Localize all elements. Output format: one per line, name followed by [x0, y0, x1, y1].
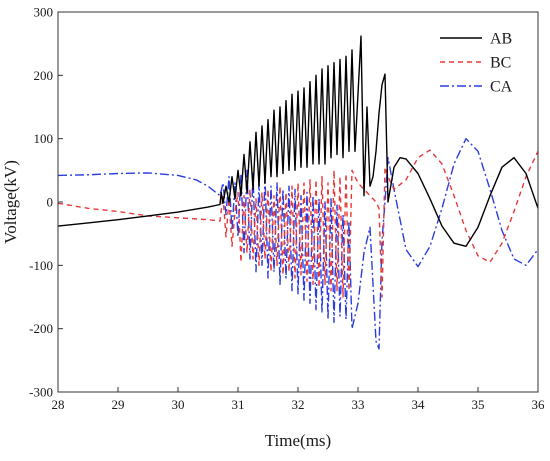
x-tick-label: 33 — [352, 397, 365, 412]
legend-label-bc: BC — [490, 55, 511, 72]
legend-label-ca: CA — [490, 79, 513, 96]
y-tick-label: 200 — [34, 68, 54, 83]
x-tick-label: 30 — [172, 397, 185, 412]
y-tick-label: -100 — [29, 258, 53, 273]
y-tick-label: 0 — [47, 195, 54, 210]
y-tick-label: -200 — [29, 321, 53, 336]
x-tick-label: 34 — [412, 397, 426, 412]
legend: AB BC CA — [440, 31, 513, 96]
x-tick-label: 29 — [112, 397, 125, 412]
x-tick-label: 35 — [472, 397, 485, 412]
y-tick-label: 300 — [34, 5, 54, 20]
x-tick-label: 28 — [52, 397, 65, 412]
series-line-ca — [58, 137, 538, 350]
ticks-layer: 28 29 30 31 32 33 34 35 36 -300 -200 -100 0 100 200 300 — [29, 5, 545, 413]
x-tick-label: 36 — [532, 397, 546, 412]
x-tick-label: 31 — [232, 397, 245, 412]
y-tick-label: 100 — [34, 131, 54, 146]
y-tick-label: -300 — [29, 385, 53, 400]
series-line-ab — [58, 35, 538, 248]
series-line-bc — [58, 149, 538, 298]
x-axis-title: Time(ms) — [265, 431, 331, 450]
x-tick-label: 32 — [292, 397, 305, 412]
series-layer — [58, 35, 538, 350]
legend-label-ab: AB — [490, 31, 512, 48]
y-axis-title: Voltage(kV) — [1, 160, 20, 244]
